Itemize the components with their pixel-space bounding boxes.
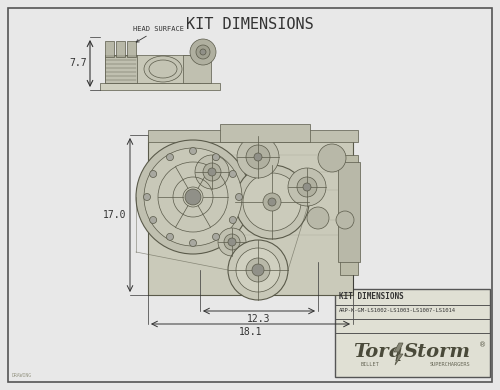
Circle shape — [243, 173, 301, 231]
Circle shape — [237, 136, 279, 178]
Text: HEAD SURFACE: HEAD SURFACE — [133, 26, 184, 42]
Circle shape — [195, 155, 229, 189]
Bar — [220, 124, 310, 142]
Circle shape — [318, 144, 346, 172]
Text: Storm: Storm — [404, 343, 471, 361]
Circle shape — [303, 183, 311, 191]
Circle shape — [200, 49, 206, 55]
Circle shape — [307, 207, 329, 229]
Circle shape — [136, 140, 250, 254]
Circle shape — [246, 145, 270, 169]
Bar — [148, 135, 353, 295]
Circle shape — [203, 163, 221, 181]
Circle shape — [336, 211, 354, 229]
Circle shape — [212, 233, 220, 240]
Circle shape — [208, 168, 216, 176]
Circle shape — [166, 233, 173, 240]
Bar — [127, 41, 136, 57]
Circle shape — [228, 240, 288, 300]
Circle shape — [230, 170, 236, 177]
Circle shape — [150, 216, 156, 223]
Circle shape — [297, 177, 317, 197]
Ellipse shape — [144, 56, 182, 82]
Text: 12.3: 12.3 — [247, 314, 271, 324]
Circle shape — [190, 147, 196, 154]
Text: ®: ® — [480, 342, 486, 348]
Text: 7.7: 7.7 — [70, 58, 87, 69]
Bar — [105, 41, 114, 57]
Circle shape — [224, 234, 240, 250]
Bar — [183, 55, 211, 83]
Text: SUPERCHARGERS: SUPERCHARGERS — [430, 362, 470, 367]
Circle shape — [235, 165, 309, 239]
Polygon shape — [394, 343, 403, 365]
Circle shape — [196, 45, 210, 59]
Circle shape — [144, 193, 150, 200]
Circle shape — [236, 248, 280, 292]
Text: Torq: Torq — [353, 343, 402, 361]
Text: 18.1: 18.1 — [239, 327, 262, 337]
Bar — [116, 41, 125, 57]
Bar — [100, 83, 220, 90]
Bar — [105, 55, 137, 83]
Text: ARP-K-GM-LS1002-LS1003-LS1007-LS1014: ARP-K-GM-LS1002-LS1003-LS1007-LS1014 — [339, 308, 456, 313]
Circle shape — [228, 238, 236, 246]
Circle shape — [263, 193, 281, 211]
Circle shape — [246, 258, 270, 282]
Circle shape — [190, 239, 196, 246]
Circle shape — [190, 39, 216, 65]
Bar — [105, 55, 200, 83]
Bar — [148, 130, 358, 142]
Circle shape — [150, 170, 156, 177]
Circle shape — [254, 153, 262, 161]
Circle shape — [252, 264, 264, 276]
Bar — [335, 289, 490, 377]
Circle shape — [230, 216, 236, 223]
Text: KIT DIMENSIONS: KIT DIMENSIONS — [186, 17, 314, 32]
Circle shape — [288, 168, 326, 206]
Circle shape — [218, 228, 246, 256]
Text: DRAWING: DRAWING — [12, 373, 32, 378]
Circle shape — [185, 189, 201, 205]
Circle shape — [166, 154, 173, 161]
Text: 17.0: 17.0 — [102, 210, 126, 220]
Circle shape — [212, 154, 220, 161]
Bar — [340, 155, 358, 275]
Circle shape — [236, 193, 242, 200]
Bar — [338, 162, 360, 262]
Text: KIT DIMENSIONS: KIT DIMENSIONS — [339, 292, 404, 301]
Circle shape — [268, 198, 276, 206]
Circle shape — [144, 148, 242, 246]
Text: BILLET: BILLET — [360, 362, 380, 367]
